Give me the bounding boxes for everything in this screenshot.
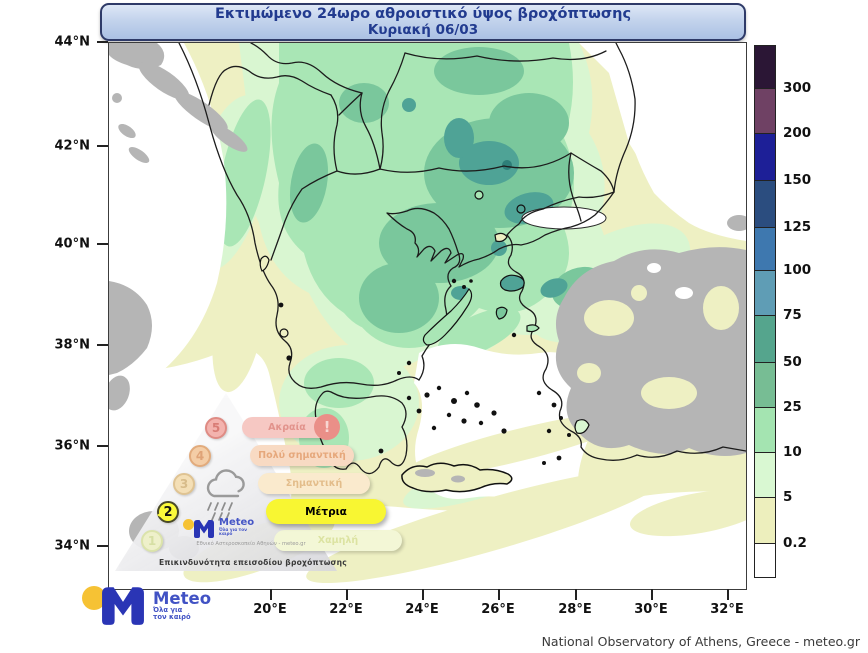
meteo-footer-logo: Meteo Όλα για τον καιρό [82,583,211,627]
lon-label: 26°E [481,602,515,617]
map-title: Εκτιμώμενο 24ωρο αθροιστικό ύψος βροχόπτ… [214,5,632,22]
risk-label-text: Ακραία [268,422,306,433]
lon-label: 20°E [253,602,287,617]
risk-level-4-badge: 4 [189,445,211,467]
lon-label: 30°E [634,602,668,617]
risk-label-very-significant: Πολύ σημαντική [250,445,354,466]
risk-level-3-badge: 3 [173,473,195,495]
risk-label-significant: Σημαντική [258,473,370,494]
scale-label: 0.2 [783,535,807,551]
scale-label: 75 [783,307,802,323]
lon-label: 22°E [329,602,363,617]
scale-label: 5 [783,489,793,505]
lat-label: 42°N [54,138,90,154]
risk-level-2-badge: 2 [157,501,179,523]
meteo-tagline: Όλα για τον καιρό [219,527,247,537]
meteo-brand: Meteo [219,517,255,528]
lon-label: 32°E [710,602,744,617]
rain-cloud-icon [206,469,245,521]
risk-label-extreme: Ακραία ! [242,414,340,440]
meteo-tagline-line1: Όλα για [153,606,183,615]
pyramid-logo-subtext: Εθνικό Αστεροσκοπείο Αθηνών - meteo.gr [196,541,306,547]
precipitation-colorbar [754,45,776,578]
risk-pyramid-legend: 5 4 3 2 1 Ακραία ! Πολύ σημαντική Σημαντ… [113,386,415,582]
warning-icon: ! [314,414,340,440]
risk-label-low: Χαμηλή [274,530,402,551]
meteo-m-icon [102,587,144,625]
meteo-brand: Meteo [153,589,212,608]
scale-label: 25 [783,399,802,415]
islands [259,190,590,493]
risk-label-moderate-active: Μέτρια [266,499,386,524]
lat-label: 40°N [54,236,90,252]
sun-icon [183,519,194,530]
meteo-tagline-line2: τον καιρό [153,613,191,622]
scale-label: 200 [783,125,812,141]
lat-label: 38°N [54,337,90,353]
sun-icon [82,586,106,610]
lat-label: 34°N [54,538,90,554]
scale-label: 150 [783,172,812,188]
map-date: Κυριακή 06/03 [367,21,479,38]
attribution-text: National Observatory of Athens, Greece -… [541,634,860,649]
risk-level-5-badge: 5 [205,417,227,439]
scale-label: 10 [783,444,802,460]
meteo-m-icon [194,520,214,538]
lat-label: 36°N [54,438,90,454]
scale-label: 125 [783,219,812,235]
lon-label: 24°E [405,602,439,617]
pyramid-caption: Επικινδυνότητα επεισοδίου βροχόπτωσης [159,558,347,567]
scale-label: 300 [783,80,812,96]
small-islands [278,278,571,465]
scale-label: 100 [783,262,812,278]
lat-label: 44°N [54,34,90,50]
risk-level-1-badge: 1 [141,530,163,552]
map-title-bar: Εκτιμώμενο 24ωρο αθροιστικό ύψος βροχόπτ… [100,3,746,41]
lon-label: 28°E [558,602,592,617]
scale-label: 50 [783,354,802,370]
pyramid-meteo-logo: Meteo Όλα για τον καιρό [183,518,254,539]
